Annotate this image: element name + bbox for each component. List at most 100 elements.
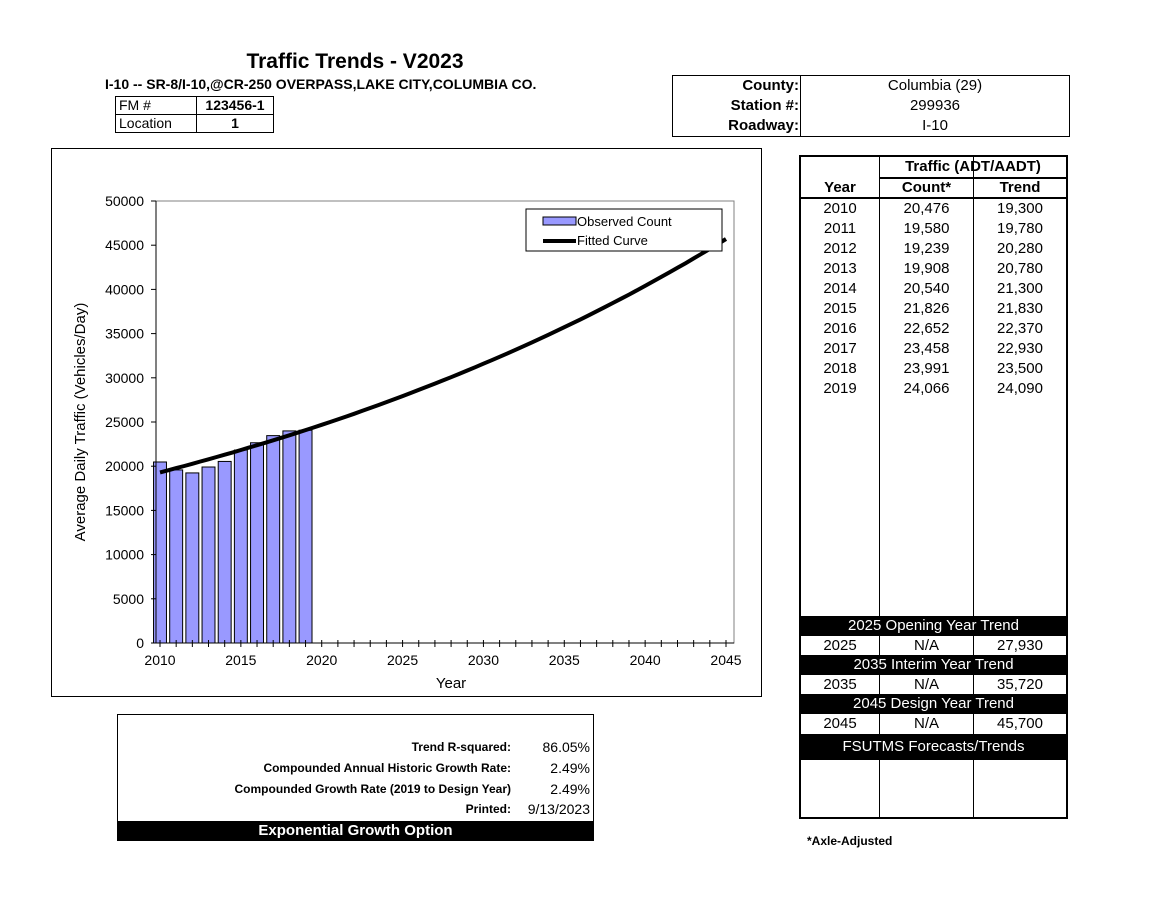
interim-count: N/A — [913, 676, 939, 693]
opening-year: 2025 — [823, 637, 857, 654]
observed-count-bar — [153, 461, 167, 644]
x-tick-label: 2030 — [468, 652, 499, 668]
traffic-trend-chart: 0 5000 10000 15000 20000 25000 30000 35000 40000… — [72, 193, 742, 692]
x-axis-label: Year — [436, 675, 466, 692]
design-trend: 45,700 — [997, 715, 1043, 732]
observed-count-bar — [233, 449, 248, 644]
table-trend-cell: 21,300 — [997, 280, 1043, 297]
observed-count-bar — [185, 472, 200, 644]
observed-count-bar — [169, 469, 184, 644]
station-label: Station #: — [730, 97, 799, 114]
table-count-cell: 19,580 — [903, 220, 950, 237]
site-description: I-10 -- SR-8/I-10,@CR-250 OVERPASS,LAKE … — [105, 76, 537, 92]
y-tick-label: 50000 — [105, 193, 144, 209]
legend-bar-swatch — [542, 216, 577, 226]
y-tick-label: 0 — [136, 635, 144, 651]
y-axis-label: Average Daily Traffic (Vehicles/Day) — [72, 303, 89, 542]
county-value: Columbia (29) — [887, 77, 983, 94]
table-year-cell: 2017 — [823, 340, 857, 357]
historic-growth-label: Compounded Annual Historic Growth Rate: — [263, 761, 511, 775]
fm-location-table: FM # 123456-1 Location 1 — [115, 96, 274, 133]
y-tick-label: 20000 — [105, 458, 144, 474]
table-year-cell: 2010 — [823, 200, 857, 217]
station-value: 299936 — [909, 97, 961, 114]
design-count: N/A — [913, 715, 939, 732]
summary-box: Trend R-squared: 86.05% Compounded Annua… — [117, 714, 594, 841]
y-tick-label: 25000 — [105, 414, 144, 430]
r-squared-value: 86.05% — [542, 739, 590, 755]
table-trend-cell: 22,370 — [997, 320, 1043, 337]
legend-box — [525, 208, 723, 252]
legend-observed-label: Observed Count — [577, 214, 672, 229]
table-count-cell: 22,652 — [903, 320, 950, 337]
table-trend-cell: 24,090 — [997, 380, 1043, 397]
table-count-cell: 21,826 — [903, 300, 950, 317]
table-count-cell: 19,908 — [903, 260, 950, 277]
table-year-cell: 2012 — [823, 240, 857, 257]
opening-trend: 27,930 — [997, 637, 1043, 654]
design-growth-label: Compounded Growth Rate (2019 to Design Y… — [234, 782, 512, 796]
table-trend-cell: 23,500 — [997, 360, 1043, 377]
observed-count-bar — [282, 430, 297, 644]
interim-trend: 35,720 — [997, 676, 1043, 693]
printed-value: 9/13/2023 — [527, 801, 590, 817]
observed-count-bar — [298, 429, 313, 644]
historic-growth-value: 2.49% — [550, 760, 590, 776]
x-tick-label: 2015 — [225, 652, 256, 668]
interim-year: 2035 — [823, 676, 857, 693]
observed-count-bar — [217, 460, 232, 644]
col-divider-1 — [879, 157, 880, 817]
opening-year-band: 2025 Opening Year Trend — [801, 616, 1066, 636]
table-trend-cell: 20,280 — [997, 240, 1043, 257]
observed-count-bar — [250, 442, 264, 644]
count-header: Count* — [901, 179, 952, 196]
y-tick-label: 10000 — [105, 547, 144, 563]
table-year-cell: 2019 — [823, 380, 857, 397]
report-title: Traffic Trends - V2023 — [246, 50, 464, 73]
traffic-table: Traffic (ADT/AADT) Year Count* Trend 201… — [799, 155, 1068, 819]
x-tick-label: 2025 — [387, 652, 418, 668]
growth-option-banner: Exponential Growth Option — [117, 821, 594, 841]
roadway-value: I-10 — [922, 117, 948, 134]
location-value: 1 — [196, 114, 274, 133]
design-year: 2045 — [823, 715, 857, 732]
table-trend-cell: 19,300 — [997, 200, 1043, 217]
table-count-cell: 20,476 — [903, 200, 950, 217]
fm-value: 123456-1 — [196, 96, 274, 115]
table-trend-cell: 20,780 — [997, 260, 1043, 277]
design-year-band: 2045 Design Year Trend — [801, 694, 1066, 714]
opening-count: N/A — [913, 637, 939, 654]
header-rule-2 — [801, 197, 1066, 199]
x-tick-label: 2035 — [549, 652, 580, 668]
r-squared-label: Trend R-squared: — [411, 740, 511, 754]
table-trend-cell: 21,830 — [997, 300, 1043, 317]
fitted-curve-line — [159, 237, 728, 475]
axle-adjusted-footnote: *Axle-Adjusted — [807, 834, 893, 848]
table-year-cell: 2013 — [823, 260, 857, 277]
y-tick-label: 35000 — [105, 326, 144, 342]
fm-label: FM # — [115, 96, 197, 115]
roadway-label: Roadway: — [728, 117, 799, 134]
table-count-cell: 24,066 — [903, 380, 950, 397]
legend: Observed Count Fitted Curve — [525, 208, 723, 252]
y-tick-label: 30000 — [105, 370, 144, 386]
info-divider — [800, 76, 801, 136]
chart-frame: 0 5000 10000 15000 20000 25000 30000 35000 40000… — [51, 148, 762, 697]
table-trend-cell: 22,930 — [997, 340, 1043, 357]
x-tick-label: 2040 — [630, 652, 661, 668]
observed-count-bar — [201, 466, 216, 644]
printed-label: Printed: — [465, 802, 511, 816]
station-info-box: County: Columbia (29) Station #: 299936 … — [672, 75, 1070, 137]
observed-count-bar — [266, 435, 281, 644]
table-year-cell: 2015 — [823, 300, 857, 317]
col-divider-2 — [973, 157, 974, 817]
table-count-cell: 23,458 — [903, 340, 950, 357]
county-label: County: — [742, 77, 799, 94]
location-label: Location — [115, 114, 197, 133]
traffic-header: Traffic (ADT/AADT) — [905, 158, 1041, 175]
x-tick-label: 2045 — [710, 652, 741, 668]
year-header: Year — [824, 179, 856, 196]
legend-fitted-label: Fitted Curve — [577, 233, 648, 248]
y-tick-label: 5000 — [113, 591, 144, 607]
header-rule-1 — [879, 177, 1066, 179]
